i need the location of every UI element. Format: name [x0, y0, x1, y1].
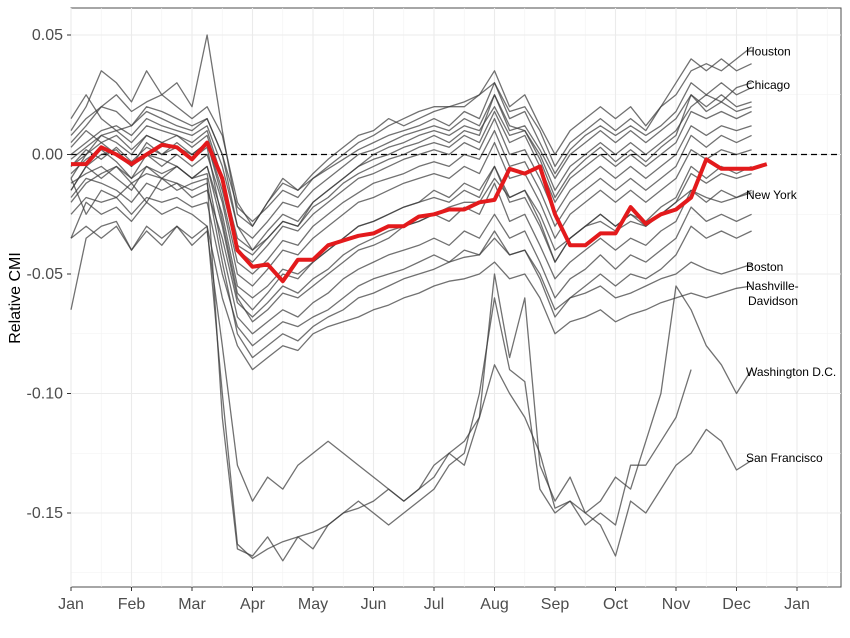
series-line-series-14 — [70, 94, 752, 251]
series-labels: Houston Chicago New York Boston Nashville-Da… — [746, 45, 836, 465]
y-tick-label: -0.15 — [27, 505, 64, 522]
series-label-nashville-davidson-line2: Davidson — [748, 294, 798, 308]
series-line-series-11 — [70, 117, 752, 263]
minor-gridlines — [71, 8, 841, 587]
x-tick-label: Jul — [424, 596, 444, 613]
series-line-series-21 — [70, 196, 752, 347]
series-line-san-francisco — [70, 201, 752, 560]
series-label-san-francisco: San Francisco — [746, 451, 823, 465]
x-tick-label: Oct — [603, 596, 628, 613]
x-tick-label: Jan — [784, 596, 810, 613]
series-line-series-8 — [70, 177, 692, 562]
series-line-nashville-davidson — [70, 225, 752, 371]
series-line-series-12 — [70, 141, 752, 287]
average-series-line — [71, 140, 768, 284]
y-tick-label: 0.00 — [32, 147, 63, 164]
y-tick-label: -0.10 — [27, 386, 64, 403]
x-tick-label: Feb — [118, 596, 146, 613]
series-label-chicago: Chicago — [746, 78, 790, 92]
x-axis: Jan Feb Mar Apr May Jun Jul Aug Sep Oct Nov Dec Jan — [58, 587, 810, 613]
series-line-series-19 — [70, 82, 752, 223]
y-tick-label: 0.05 — [32, 27, 63, 44]
x-tick-label: Dec — [722, 596, 750, 613]
series-line-series-18 — [70, 165, 752, 335]
series-label-nashville-davidson: Nashville- — [746, 279, 799, 293]
x-tick-label: Apr — [240, 596, 266, 613]
y-axis-title: Relative CMI — [7, 252, 24, 344]
x-tick-label: Mar — [178, 596, 206, 613]
series-label-houston: Houston — [746, 45, 791, 59]
x-tick-label: Sep — [541, 596, 570, 613]
y-tick-label: -0.05 — [27, 266, 64, 283]
series-line-houston — [70, 46, 753, 227]
series-label-new-york: New York — [746, 188, 798, 202]
series-line-average — [71, 140, 768, 284]
y-axis: 0.05 0.00 -0.05 -0.10 -0.15 — [27, 27, 71, 522]
series-line-series-9 — [70, 34, 752, 227]
series-label-boston: Boston — [746, 260, 783, 274]
x-tick-label: Nov — [662, 596, 690, 613]
x-tick-label: Jan — [58, 596, 84, 613]
x-tick-label: Jun — [361, 596, 387, 613]
x-tick-label: May — [298, 596, 328, 613]
series-label-washington-d-c-: Washington D.C. — [746, 365, 836, 379]
series-line-series-10 — [70, 94, 752, 239]
x-tick-label: Aug — [480, 596, 508, 613]
series-line-chicago — [70, 82, 752, 251]
series-line-series-15 — [70, 177, 752, 318]
series-line-series-16 — [70, 94, 752, 256]
